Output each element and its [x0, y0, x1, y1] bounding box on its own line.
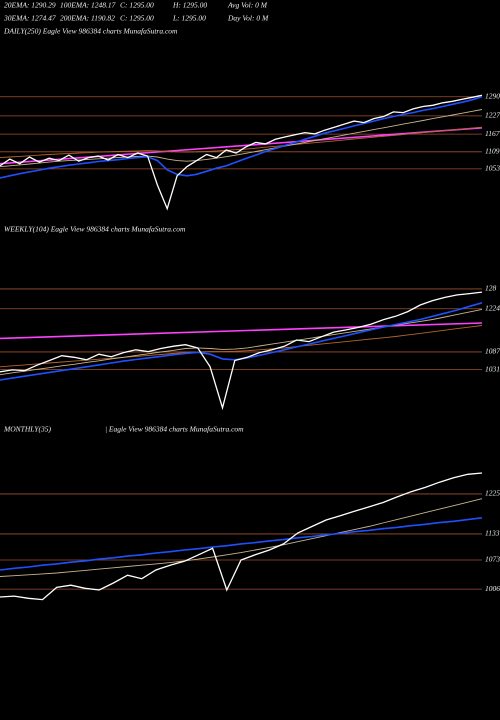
header-stat: Avg Vol: 0 M — [227, 1, 268, 10]
y-tick-label: 1031 — [485, 364, 500, 373]
series-line — [0, 95, 483, 179]
panel-subtitle: | Eagle View 986384 charts MunafaSutra.c… — [105, 425, 244, 434]
y-tick-label: 1290 — [485, 91, 500, 100]
header-stat: 200EMA: 1190.82 — [60, 14, 115, 23]
y-tick-label: 1224 — [485, 303, 500, 312]
y-tick-label: 128 — [485, 284, 497, 293]
header-stat: 20EMA: 1290.29 — [4, 1, 56, 10]
series-line — [0, 498, 483, 577]
header-stat: C: 1295.00 — [120, 14, 154, 23]
panel-title: DAILY(250) Eagle View 986384 charts Muna… — [3, 27, 178, 36]
y-tick-label: 1167 — [485, 129, 500, 138]
panel-title: MONTHLY(35) — [3, 425, 51, 434]
y-tick-label: 1133 — [485, 529, 500, 538]
header-stat: 30EMA: 1274.47 — [3, 14, 56, 23]
y-tick-label: 1225 — [485, 489, 500, 498]
series-line — [0, 94, 483, 211]
header-stat: Day Vol: 0 M — [227, 14, 269, 23]
trend-line — [0, 127, 483, 165]
y-tick-label: 1109 — [485, 147, 500, 156]
series-line — [0, 472, 483, 601]
series-line — [0, 308, 483, 376]
series-line — [0, 325, 483, 368]
y-tick-label: 1053 — [485, 164, 500, 173]
header-stat: 100EMA: 1248.17 — [60, 1, 116, 10]
trend-line — [0, 322, 483, 340]
y-tick-label: 1087 — [485, 347, 500, 356]
header-stat: L: 1295.00 — [172, 14, 206, 23]
y-tick-label: 1073 — [485, 555, 500, 564]
series-line — [0, 517, 483, 571]
y-tick-label: 1227 — [485, 111, 500, 120]
y-tick-label: 1006 — [485, 584, 500, 593]
series-line — [0, 109, 483, 168]
header-stat: C: 1295.00 — [120, 1, 154, 10]
panel-title: WEEKLY(104) Eagle View 986384 charts Mun… — [4, 225, 186, 234]
header-stat: H: 1295.00 — [172, 1, 207, 10]
series-line — [0, 291, 483, 411]
